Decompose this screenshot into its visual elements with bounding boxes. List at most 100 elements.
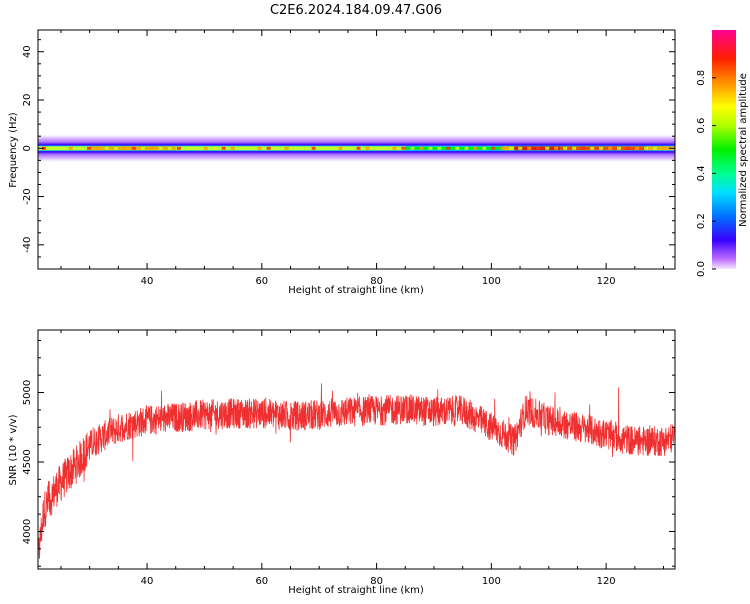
snr-xtick-label: 120 — [597, 576, 616, 587]
band-hotspot — [302, 146, 307, 150]
spectrogram-xtick-label: 60 — [255, 276, 268, 287]
band-hotspot — [122, 146, 127, 150]
band-hotspot — [230, 146, 235, 150]
band-hotspot — [554, 146, 559, 150]
band-hotspot — [644, 146, 649, 150]
band-hotspot — [149, 146, 154, 150]
colorbar: 0.0 0.2 0.4 0.6 0.8 Normalized spectral ampl… — [696, 30, 749, 277]
band-hotspot — [311, 146, 316, 150]
snr-ytick-label: 4000 — [22, 519, 33, 544]
band-hotspot — [140, 146, 145, 150]
band-hotspot — [95, 146, 100, 150]
colorbar-gradient — [712, 30, 736, 269]
band-hotspot — [653, 146, 658, 150]
colorbar-tick-label: 0.2 — [696, 213, 707, 229]
band-hotspot — [131, 146, 136, 150]
band-hotspot — [536, 146, 541, 150]
colorbar-tick-label: 0.6 — [696, 118, 707, 134]
band-hotspot — [392, 146, 397, 150]
band-hotspot — [176, 146, 181, 150]
spectrogram-ylabel: Frequency (Hz) — [8, 112, 19, 188]
spectrogram-ytick-label: -20 — [22, 188, 33, 204]
band-hotspot — [419, 146, 424, 150]
snr-ytick-label: 5000 — [22, 380, 33, 405]
band-hotspot — [356, 146, 361, 150]
spectrogram-ytick-label: 0 — [22, 145, 33, 151]
snr-line — [38, 383, 675, 567]
band-hotspot — [248, 146, 253, 150]
figure-title: C2E6.2024.184.09.47.G06 — [270, 3, 442, 18]
band-hotspot — [185, 146, 190, 150]
band-hotspot — [59, 146, 64, 150]
band-hotspot — [329, 146, 334, 150]
snr-xtick-label: 60 — [255, 576, 268, 587]
band-hotspot — [284, 146, 289, 150]
band-hotspot — [401, 146, 406, 150]
spectrogram-xtick-label: 80 — [370, 276, 383, 287]
band-hotspot — [464, 146, 469, 150]
band-hotspot — [158, 146, 163, 150]
band-core-segment — [502, 146, 515, 151]
snr-xlabel: Height of straight line (km) — [288, 585, 424, 596]
band-hotspot — [626, 146, 631, 150]
band-hotspot — [455, 146, 460, 150]
band-hotspot — [617, 146, 622, 150]
band-hotspot — [581, 146, 586, 150]
snr-xtick-label: 80 — [370, 576, 383, 587]
spectrogram-ytick-label: 40 — [22, 45, 33, 58]
spectrogram-ytick-label: 20 — [22, 94, 33, 107]
band-hotspot — [572, 146, 577, 150]
band-hotspot — [635, 146, 640, 150]
band-hotspot — [320, 146, 325, 150]
band-hotspot — [590, 146, 595, 150]
snr-ytick-label: 4500 — [22, 449, 33, 474]
colorbar-label: Normalized spectral amplitude — [738, 73, 749, 227]
band-hotspot — [347, 146, 352, 150]
band-hotspot — [545, 146, 550, 150]
spectrogram-band — [38, 134, 675, 163]
snr-series — [38, 383, 675, 567]
snr-frame — [37, 329, 676, 570]
band-hotspot — [113, 146, 118, 150]
spectrogram-xtick-label: 100 — [482, 276, 501, 287]
band-core-segment — [233, 146, 291, 151]
band-core-segment — [290, 146, 348, 151]
spectrogram-xtick-label: 120 — [597, 276, 616, 287]
band-hotspot — [662, 146, 667, 150]
band-hotspot — [275, 146, 280, 150]
band-hotspot — [491, 146, 496, 150]
band-hotspot — [50, 146, 55, 150]
band-hotspot — [527, 146, 532, 150]
colorbar-tick-label: 0.8 — [696, 70, 707, 86]
spectrogram-panel: 40 60 80 100 120 -40 -20 0 20 40 Height of straig… — [8, 29, 676, 296]
band-hotspot — [509, 146, 514, 150]
band-hotspot — [437, 146, 442, 150]
band-hotspot — [338, 146, 343, 150]
band-hotspot — [365, 146, 370, 150]
colorbar-ticks: 0.0 0.2 0.4 0.6 0.8 — [696, 70, 716, 277]
band-hotspot — [221, 146, 226, 150]
snr-panel: 40 60 80 100 120 4000 4500 5000 Height of strai… — [8, 329, 676, 596]
band-hotspot — [212, 146, 217, 150]
band-hotspot — [293, 146, 298, 150]
band-hotspot — [239, 146, 244, 150]
band-hotspot — [599, 146, 604, 150]
band-hotspot — [104, 146, 109, 150]
band-hotspot — [383, 146, 388, 150]
band-hotspot — [194, 146, 199, 150]
band-hotspot — [68, 146, 73, 150]
spectrogram-frame — [37, 29, 676, 270]
spectrogram-xlabel: Height of straight line (km) — [288, 285, 424, 296]
spectrogram-xtick-label: 40 — [141, 276, 154, 287]
snr-xtick-label: 40 — [141, 576, 154, 587]
snr-background — [38, 330, 675, 569]
band-hotspot — [257, 146, 262, 150]
spectrogram-ytick-label: -40 — [22, 237, 33, 253]
snr-xtick-label: 100 — [482, 576, 501, 587]
band-hotspot — [428, 146, 433, 150]
band-hotspot — [473, 146, 478, 150]
band-core-segment — [646, 146, 675, 151]
band-hotspot — [446, 146, 451, 150]
band-hotspot — [563, 146, 568, 150]
